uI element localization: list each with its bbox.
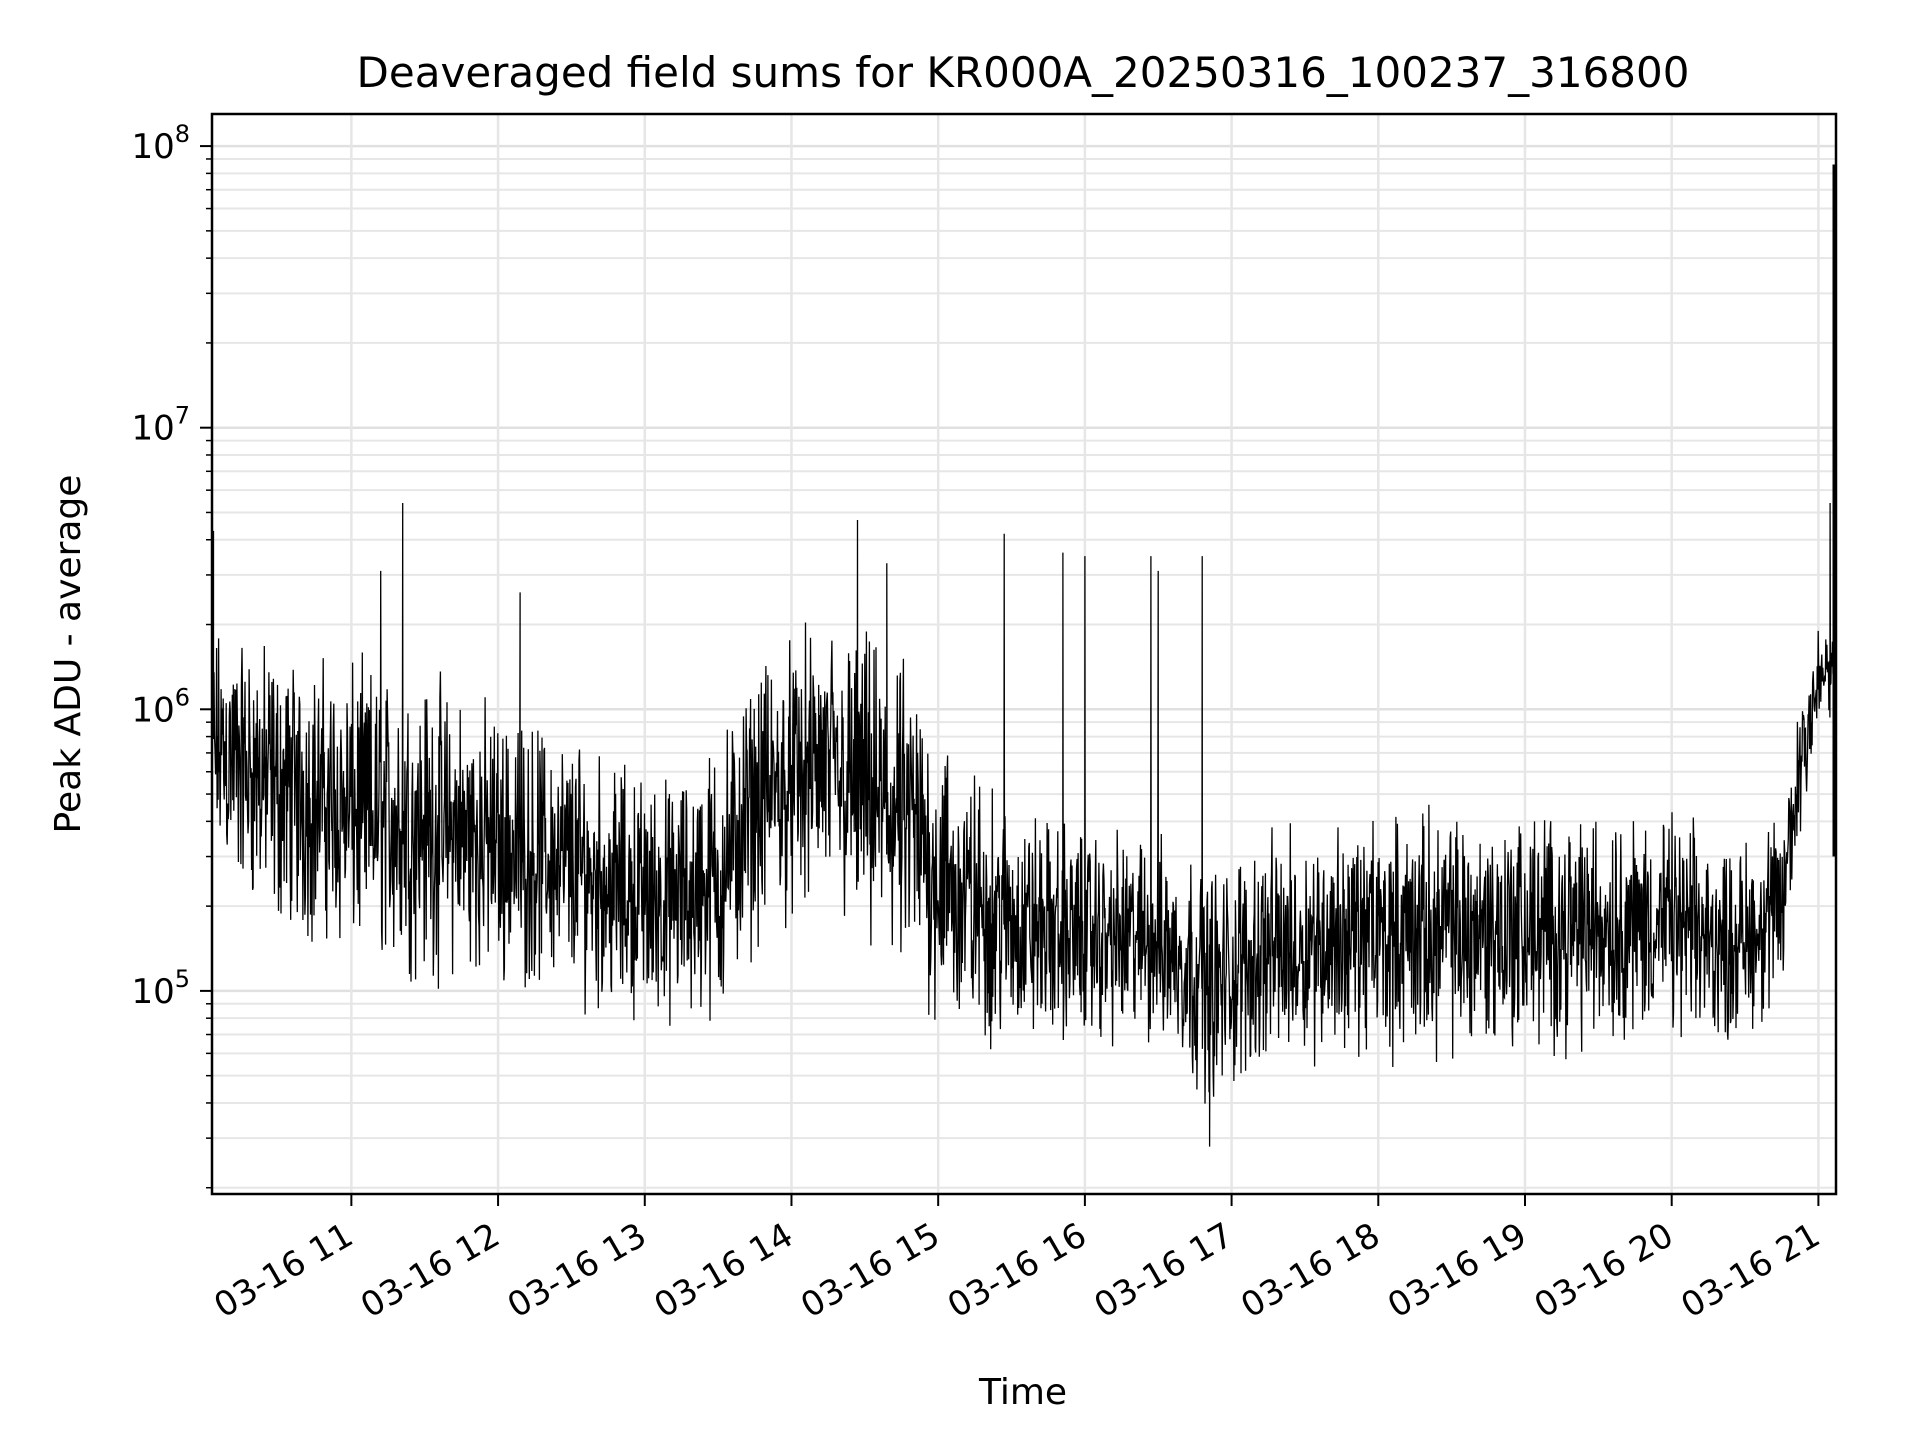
y-tick-label: 108 — [131, 120, 190, 167]
y-tick-label: 105 — [131, 965, 190, 1012]
y-axis-label: Peak ADU - average — [48, 475, 89, 834]
series-trace — [211, 164, 1837, 1147]
grid — [212, 114, 1836, 1194]
plot-frame — [210, 112, 1838, 1196]
chart-title: Deaveraged field sums for KR000A_2025031… — [357, 48, 1690, 97]
y-tick-label: 106 — [131, 683, 190, 730]
series-line — [211, 164, 1837, 1147]
y-tick-label: 107 — [131, 402, 190, 449]
x-axis-label: Time — [978, 1372, 1067, 1413]
y-axis: 105 106 107 108 — [131, 120, 212, 1189]
